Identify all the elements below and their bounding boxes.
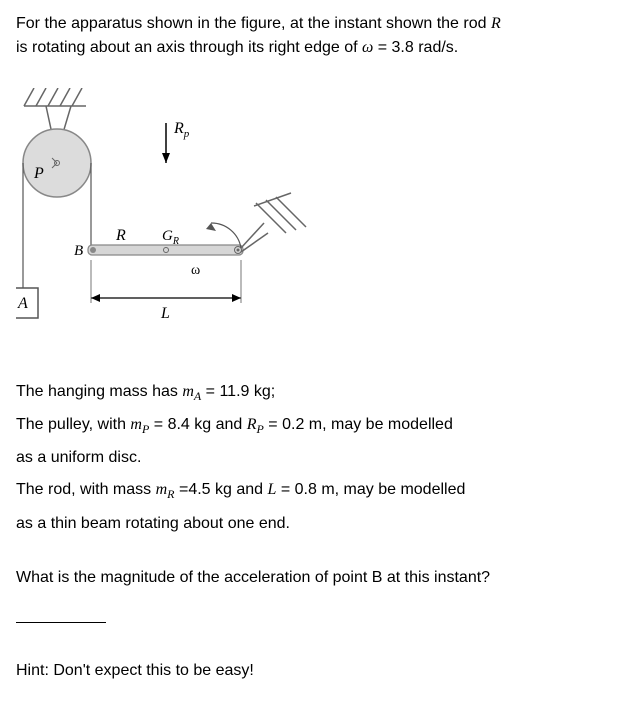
- rp-arrow-head: [162, 153, 170, 163]
- figure: Rp P A B R GR ω L: [16, 88, 628, 356]
- var-m: m: [182, 383, 194, 400]
- val: 8.4 kg and: [168, 416, 247, 433]
- ceiling-hatch: [24, 88, 86, 106]
- sub-p: P: [257, 422, 264, 436]
- var-m: m: [130, 416, 142, 433]
- label-b: B: [74, 243, 83, 259]
- label-p: P: [33, 165, 44, 182]
- label-rp: Rp: [173, 120, 190, 140]
- wall-hatch: [254, 193, 306, 233]
- rod-pivot-dot: [237, 249, 240, 252]
- text: The pulley, with: [16, 416, 130, 433]
- text: =: [276, 481, 294, 498]
- given-pulley: The pulley, with mP = 8.4 kg and RP = 0.…: [16, 413, 628, 438]
- val: 0.2 m, may be modelled: [282, 416, 453, 433]
- given-rod: The rod, with mass mR =4.5 kg and L = 0.…: [16, 478, 628, 503]
- text: is rotating about an axis through its ri…: [16, 39, 362, 56]
- label-g: GR: [162, 228, 179, 247]
- intro-line-2: is rotating about an axis through its ri…: [16, 36, 628, 60]
- given-values: The hanging mass has mA = 11.9 kg; The p…: [16, 380, 628, 536]
- var-r: R: [247, 416, 257, 433]
- omega-arc: [211, 223, 241, 248]
- label-omega: ω: [191, 263, 200, 278]
- val: 4.5 kg and: [188, 481, 267, 498]
- var-R: R: [491, 15, 501, 32]
- text: For the apparatus shown in the figure, a…: [16, 15, 491, 32]
- given-pulley-2: as a uniform disc.: [16, 446, 628, 470]
- text: =: [373, 39, 391, 56]
- question-text: What is the magnitude of the acceleratio…: [16, 566, 628, 590]
- val: 11.9 kg;: [219, 383, 275, 400]
- text: =: [201, 383, 219, 400]
- dim-l-arrow-left: [91, 294, 100, 302]
- intro-line-1: For the apparatus shown in the figure, a…: [16, 12, 628, 36]
- val: 0.8 m, may be modelled: [295, 481, 466, 498]
- dim-l-arrow-right: [232, 294, 241, 302]
- text: =: [264, 416, 282, 433]
- text: =: [175, 481, 189, 498]
- sub-r: R: [167, 488, 174, 502]
- label-l: L: [160, 305, 170, 322]
- text: The rod, with mass: [16, 481, 156, 498]
- omega-arrow-head: [206, 223, 216, 231]
- label-r: R: [115, 227, 126, 244]
- var-m: m: [156, 481, 168, 498]
- text: The hanging mass has: [16, 383, 182, 400]
- rod-pin-left: [90, 247, 96, 253]
- apparatus-diagram: Rp P A B R GR ω L: [16, 88, 316, 348]
- omega-value: 3.8 rad/s.: [392, 39, 459, 56]
- answer-blank[interactable]: [16, 606, 106, 623]
- text: =: [149, 416, 167, 433]
- hint-text: Hint: Don't expect this to be easy!: [16, 659, 628, 683]
- rod: [88, 245, 243, 255]
- var-omega: ω: [362, 39, 373, 56]
- given-mass-a: The hanging mass has mA = 11.9 kg;: [16, 380, 628, 405]
- label-a: A: [17, 295, 28, 312]
- given-rod-2: as a thin beam rotating about one end.: [16, 512, 628, 536]
